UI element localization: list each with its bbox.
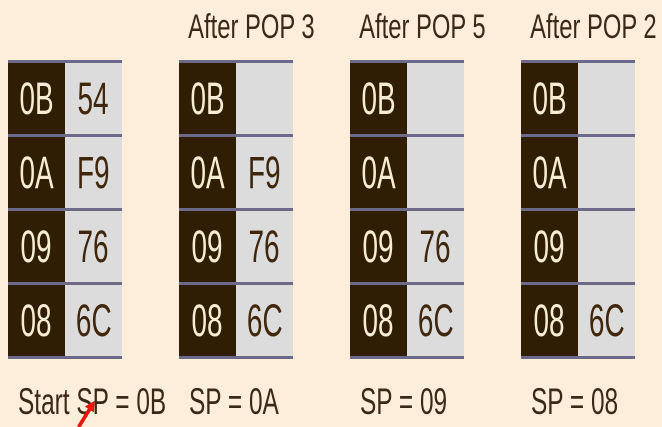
address-cell: 0A — [521, 137, 578, 208]
sp-label: Start SP = 0B — [18, 381, 167, 422]
stack-row: 0A F9 — [179, 137, 293, 208]
value-cell: 76 — [65, 211, 122, 282]
value-cell — [578, 211, 635, 282]
stack-row: 09 76 — [350, 211, 464, 282]
stack-row: 0B — [350, 63, 464, 134]
address-cell: 08 — [521, 285, 578, 356]
value-cell — [578, 137, 635, 208]
value-cell: F9 — [65, 137, 122, 208]
stack-row: 0B — [179, 63, 293, 134]
address-cell: 09 — [350, 211, 407, 282]
row-divider — [521, 208, 635, 211]
value-cell — [578, 63, 635, 134]
stack-table: 0B 0A 09 76 08 6C — [350, 60, 464, 359]
value-cell: 54 — [65, 63, 122, 134]
stack-row: 08 6C — [8, 285, 122, 356]
stack-row: 08 6C — [521, 285, 635, 356]
stack-row: 09 — [521, 211, 635, 282]
stack-row: 09 76 — [8, 211, 122, 282]
stack-row: 0A — [521, 137, 635, 208]
address-cell: 09 — [179, 211, 236, 282]
stack-title: After POP 3 — [187, 8, 315, 46]
address-cell: 0A — [179, 137, 236, 208]
stack-row: 0A F9 — [8, 137, 122, 208]
row-divider — [179, 208, 293, 211]
sp-label: SP = 08 — [531, 381, 619, 422]
value-cell: 6C — [578, 285, 635, 356]
address-cell: 09 — [8, 211, 65, 282]
value-cell: 76 — [236, 211, 293, 282]
address-cell: 08 — [179, 285, 236, 356]
value-cell — [407, 63, 464, 134]
row-divider — [179, 356, 293, 359]
row-divider — [8, 208, 122, 211]
stack-row: 0A — [350, 137, 464, 208]
stack-row: 09 76 — [179, 211, 293, 282]
stack-group-after-pop-5: After POP 5 0B 0A 09 76 08 6C — [350, 0, 485, 427]
stack-title: After POP 2 — [529, 8, 657, 46]
stack-row: 08 6C — [350, 285, 464, 356]
address-cell: 08 — [8, 285, 65, 356]
row-divider — [8, 356, 122, 359]
address-cell: 09 — [521, 211, 578, 282]
address-cell: 0B — [350, 63, 407, 134]
row-divider — [350, 60, 464, 63]
value-cell — [407, 137, 464, 208]
row-divider — [8, 60, 122, 63]
value-cell: F9 — [236, 137, 293, 208]
stack-table: 0B 0A F9 09 76 08 6C — [179, 60, 293, 359]
stack-group-after-pop-3: After POP 3 0B 0A F9 09 76 08 6C — [179, 0, 314, 427]
stack-group-start: 0B 54 0A F9 09 76 08 6C Start SP = 0B — [8, 0, 166, 427]
row-divider — [350, 134, 464, 137]
row-divider — [521, 356, 635, 359]
address-cell: 0B — [8, 63, 65, 134]
row-divider — [8, 282, 122, 285]
row-divider — [350, 282, 464, 285]
row-divider — [350, 208, 464, 211]
stack-group-after-pop-2: After POP 2 0B 0A 09 08 6C S — [521, 0, 656, 427]
row-divider — [521, 60, 635, 63]
red-arrow-icon — [77, 400, 95, 427]
sp-label: SP = 09 — [360, 381, 448, 422]
value-cell: 6C — [65, 285, 122, 356]
stack-title: After POP 5 — [358, 8, 486, 46]
address-cell: 0A — [8, 137, 65, 208]
address-cell: 0B — [179, 63, 236, 134]
value-cell: 76 — [407, 211, 464, 282]
row-divider — [521, 282, 635, 285]
address-cell: 08 — [350, 285, 407, 356]
stack-table: 0B 0A 09 08 6C — [521, 60, 635, 359]
row-divider — [179, 282, 293, 285]
stack-row: 0B 54 — [8, 63, 122, 134]
row-divider — [521, 134, 635, 137]
row-divider — [8, 134, 122, 137]
value-cell — [236, 63, 293, 134]
value-cell: 6C — [236, 285, 293, 356]
stack-table: 0B 54 0A F9 09 76 08 6C — [8, 60, 122, 359]
row-divider — [350, 356, 464, 359]
sp-label: SP = 0A — [189, 381, 279, 422]
address-cell: 0A — [350, 137, 407, 208]
address-cell: 0B — [521, 63, 578, 134]
row-divider — [179, 134, 293, 137]
stack-row: 08 6C — [179, 285, 293, 356]
row-divider — [179, 60, 293, 63]
stack-row: 0B — [521, 63, 635, 134]
value-cell: 6C — [407, 285, 464, 356]
